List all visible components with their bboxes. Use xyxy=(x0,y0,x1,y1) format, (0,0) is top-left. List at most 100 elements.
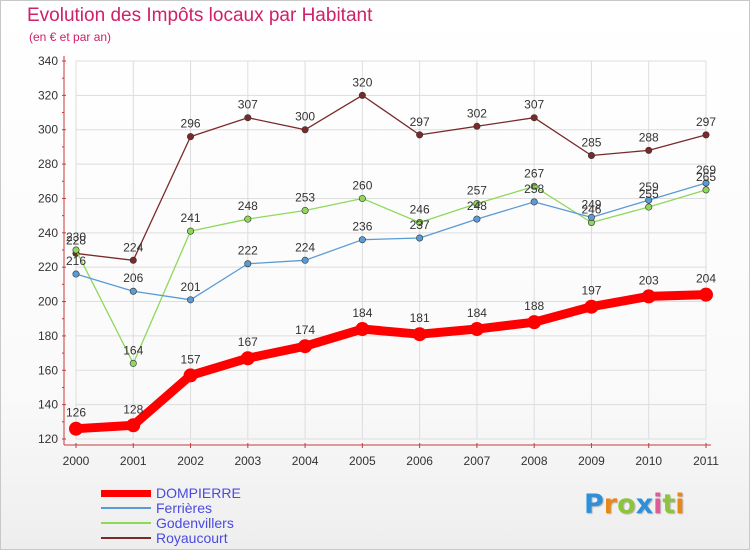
legend-label-ferrieres: Ferrières xyxy=(156,500,213,516)
data-point-dompierre xyxy=(584,299,599,314)
data-label-dompierre: 197 xyxy=(581,284,601,298)
x-tick-label: 2005 xyxy=(349,454,376,468)
data-label-royaucourt: 297 xyxy=(410,115,430,129)
data-point-dompierre xyxy=(126,418,141,433)
y-tick-label: 320 xyxy=(38,88,58,102)
data-label-ferrieres: 237 xyxy=(410,218,430,232)
data-label-dompierre: 174 xyxy=(295,323,315,337)
legend-item-godenvillers: Godenvillers xyxy=(101,515,401,531)
data-point-godenvillers xyxy=(358,194,366,202)
series-line-godenvillers xyxy=(75,185,707,365)
data-point-dompierre xyxy=(641,289,656,304)
data-label-royaucourt: 302 xyxy=(467,106,487,120)
chart-subtitle: (en € et par an) xyxy=(29,30,112,44)
y-tick-label: 280 xyxy=(38,157,58,171)
x-tick-label: 2003 xyxy=(234,454,261,468)
line-chart: 120 140 160 180 200 220 240 260 280 300 320 340 2000… xyxy=(38,54,719,468)
data-label-godenvillers: 248 xyxy=(238,199,258,213)
proxiti-logo: Proxiti xyxy=(584,489,685,520)
data-point-ferrieres xyxy=(702,179,710,187)
data-label-godenvillers: 260 xyxy=(352,178,372,192)
y-tick-label: 300 xyxy=(38,123,58,137)
data-point-godenvillers xyxy=(416,219,424,227)
data-point-godenvillers xyxy=(301,206,309,214)
data-label-royaucourt: 224 xyxy=(123,240,143,254)
x-tick-label: 2001 xyxy=(120,454,147,468)
chart-title: Evolution des Impôts locaux par Habitant xyxy=(27,5,373,26)
data-label-ferrieres: 206 xyxy=(123,271,143,285)
legend-label-godenvillers: Godenvillers xyxy=(156,515,234,531)
data-label-ferrieres: 236 xyxy=(352,220,372,234)
data-point-ferrieres xyxy=(129,287,137,295)
logo-letter: t xyxy=(662,489,676,520)
series-line-royaucourt xyxy=(75,94,707,261)
data-label-dompierre: 203 xyxy=(639,273,659,287)
data-label-ferrieres: 258 xyxy=(524,182,544,196)
axis-layer: 120 140 160 180 200 220 240 260 280 300 320 340 2000… xyxy=(38,54,719,468)
x-tick-label: 2008 xyxy=(521,454,548,468)
series-line-ferrieres xyxy=(75,182,707,301)
data-label-godenvillers: 267 xyxy=(524,166,544,180)
data-label-dompierre: 181 xyxy=(410,311,430,325)
y-tick-label: 140 xyxy=(38,398,58,412)
data-point-ferrieres xyxy=(530,198,538,206)
series-line-dompierre xyxy=(71,290,711,434)
data-label-godenvillers: 253 xyxy=(295,190,315,204)
data-point-ferrieres xyxy=(587,213,595,221)
data-label-royaucourt: 320 xyxy=(352,75,372,89)
legend: DOMPIERRE Ferrières Godenvillers Royauco… xyxy=(101,485,401,546)
data-label-dompierre: 188 xyxy=(524,299,544,313)
data-point-godenvillers xyxy=(187,227,195,235)
data-point-royaucourt xyxy=(129,256,137,264)
data-point-ferrieres xyxy=(416,234,424,242)
data-point-dompierre xyxy=(298,339,313,354)
data-label-royaucourt: 285 xyxy=(581,136,601,150)
data-point-dompierre xyxy=(240,351,255,366)
legend-item-ferrieres: Ferrières xyxy=(101,500,401,516)
data-label-royaucourt: 300 xyxy=(295,110,315,124)
data-label-godenvillers: 230 xyxy=(66,230,86,244)
data-point-dompierre xyxy=(183,368,198,383)
data-point-godenvillers xyxy=(72,246,80,254)
data-point-godenvillers xyxy=(530,182,538,190)
data-label-ferrieres: 216 xyxy=(66,254,86,268)
data-point-dompierre xyxy=(527,315,542,330)
y-tick-label: 220 xyxy=(38,260,58,274)
data-point-dompierre xyxy=(69,421,83,436)
logo-letter: x xyxy=(635,489,654,520)
legend-label-royaucourt: Royaucourt xyxy=(156,530,228,546)
data-label-godenvillers: 246 xyxy=(581,203,601,217)
legend-swatch-ferrieres xyxy=(101,507,151,509)
label-layer: 228 224 296 307 300 320 297 302 307 285 288 297 230 1… xyxy=(66,75,716,419)
data-point-ferrieres xyxy=(244,260,252,268)
data-point-ferrieres xyxy=(645,196,653,204)
x-tick-label: 2004 xyxy=(292,454,319,468)
logo-letter: r xyxy=(603,489,618,520)
data-label-dompierre: 128 xyxy=(123,402,143,416)
y-tick-label: 160 xyxy=(38,363,58,377)
data-label-royaucourt: 307 xyxy=(238,98,258,112)
data-point-dompierre xyxy=(699,287,713,302)
data-point-ferrieres xyxy=(187,296,195,304)
data-point-royaucourt xyxy=(301,126,309,134)
y-tick-label: 340 xyxy=(38,54,58,68)
y-tick-label: 260 xyxy=(38,191,58,205)
data-point-ferrieres xyxy=(72,270,80,278)
x-tick-label: 2002 xyxy=(177,454,204,468)
legend-item-royaucourt: Royaucourt xyxy=(101,530,401,546)
data-point-dompierre xyxy=(469,322,484,337)
x-tick-label: 2011 xyxy=(693,454,719,468)
x-tick-label: 2010 xyxy=(635,454,662,468)
legend-label-dompierre: DOMPIERRE xyxy=(156,485,241,501)
data-point-godenvillers xyxy=(244,215,252,223)
x-tick-label: 2007 xyxy=(464,454,491,468)
data-label-ferrieres: 259 xyxy=(639,180,659,194)
data-label-royaucourt: 228 xyxy=(66,233,86,247)
data-point-dompierre xyxy=(412,327,427,342)
data-point-ferrieres xyxy=(358,236,366,244)
data-point-ferrieres xyxy=(473,215,481,223)
data-label-ferrieres: 248 xyxy=(467,199,487,213)
data-label-godenvillers: 257 xyxy=(467,184,487,198)
data-label-royaucourt: 297 xyxy=(696,115,716,129)
data-label-godenvillers: 164 xyxy=(123,343,143,357)
